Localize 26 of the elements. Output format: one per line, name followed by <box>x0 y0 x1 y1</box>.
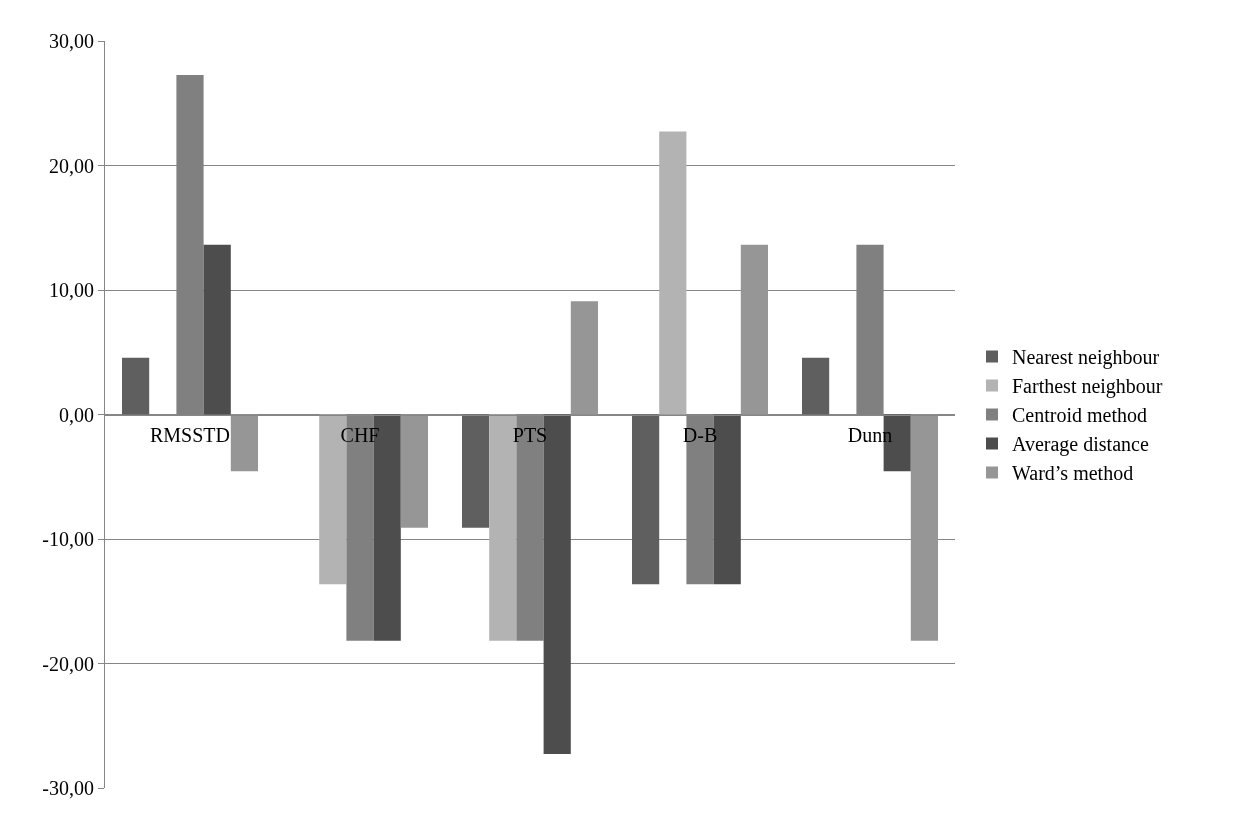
bar <box>910 414 938 641</box>
legend-label: Centroid method <box>1012 404 1147 427</box>
y-tick-label: 20,00 <box>49 154 94 177</box>
bar <box>122 357 150 415</box>
y-tick-label: 10,00 <box>49 279 94 301</box>
bar <box>203 244 231 415</box>
bar <box>570 301 598 415</box>
x-tick-label: CHF <box>340 423 380 446</box>
bar <box>462 414 490 528</box>
x-tick-label: PTS <box>512 423 548 446</box>
bar <box>400 414 428 528</box>
y-tick-label: -30,00 <box>42 777 94 799</box>
legend-label: Average distance <box>1012 433 1149 457</box>
y-tick-label: 30,00 <box>49 30 94 52</box>
bar <box>230 414 258 472</box>
bar <box>802 357 830 415</box>
legend-label: Ward’s method <box>1012 462 1134 485</box>
y-tick-label: -20,00 <box>42 652 94 675</box>
bar <box>740 244 768 415</box>
bar <box>632 414 660 585</box>
x-tick-label: RMSSTD <box>149 423 231 446</box>
legend-label: Nearest neighbour <box>1012 346 1160 370</box>
y-tick-label: -10,00 <box>42 528 94 550</box>
legend-label: Farthest neighbour <box>1012 375 1163 399</box>
bar <box>659 131 687 415</box>
y-tick-label: 0,00 <box>59 403 94 426</box>
